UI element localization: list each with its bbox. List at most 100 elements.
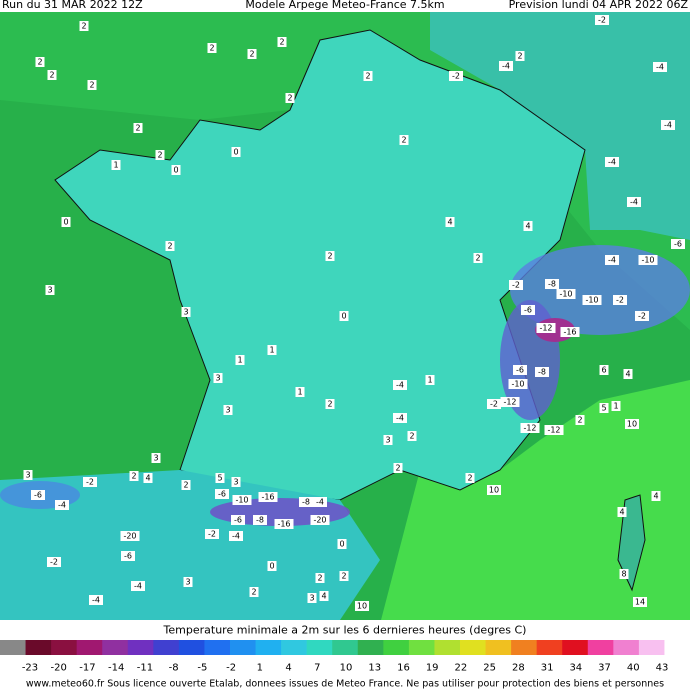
station-value: 2 xyxy=(279,38,284,47)
station-value: -4 xyxy=(664,121,672,130)
station-value: -6 xyxy=(674,240,682,249)
colorbar-label: 37 xyxy=(598,663,611,674)
colorbar-swatch xyxy=(357,640,384,655)
station-value: -2 xyxy=(616,296,624,305)
station-value: 4 xyxy=(653,492,658,501)
station-value: 2 xyxy=(157,151,162,160)
station-box xyxy=(383,435,393,445)
station-box xyxy=(625,419,639,429)
station-value: -2 xyxy=(598,16,606,25)
station-box xyxy=(617,507,627,517)
station-box xyxy=(407,431,417,441)
colorbar-swatch xyxy=(613,640,640,655)
station-box xyxy=(45,285,55,295)
station-value: 2 xyxy=(517,52,522,61)
station-value: 2 xyxy=(251,588,256,597)
station-value: 3 xyxy=(185,578,190,587)
station-value: -6 xyxy=(34,491,42,500)
station-box xyxy=(232,495,252,505)
station-value: 0 xyxy=(233,148,238,157)
station-value: -12 xyxy=(503,398,516,407)
station-box xyxy=(556,289,576,299)
station-box xyxy=(393,380,407,390)
station-value: -4 xyxy=(396,414,404,423)
station-box xyxy=(508,379,528,389)
station-value: -2 xyxy=(452,72,460,81)
station-box xyxy=(611,401,621,411)
station-value: 2 xyxy=(131,472,136,481)
station-box xyxy=(560,327,580,337)
colorbar-label: 31 xyxy=(541,663,554,674)
colorbar-swatch xyxy=(230,640,257,655)
colorbar-label: -2 xyxy=(226,663,236,674)
station-value: 2 xyxy=(467,474,472,483)
station-value: -4 xyxy=(396,381,404,390)
station-value: -10 xyxy=(511,380,524,389)
colorbar-label: 22 xyxy=(455,663,468,674)
station-box xyxy=(363,71,373,81)
station-value: -2 xyxy=(490,400,498,409)
colorbar-label: 1 xyxy=(257,663,263,674)
station-box xyxy=(307,593,317,603)
colorbar-label: 28 xyxy=(512,663,525,674)
station-value: 4 xyxy=(321,592,326,601)
station-value: -12 xyxy=(523,424,536,433)
station-box xyxy=(181,480,191,490)
station-box xyxy=(521,305,535,315)
station-value: 3 xyxy=(47,286,52,295)
station-box xyxy=(23,470,33,480)
station-box xyxy=(500,397,520,407)
station-box xyxy=(315,573,325,583)
colorbar-label: -17 xyxy=(79,663,95,674)
station-box xyxy=(582,295,602,305)
station-value: -2 xyxy=(50,558,58,567)
colorbar-label: 16 xyxy=(397,663,410,674)
colorbar-label: -23 xyxy=(22,663,38,674)
station-box xyxy=(473,253,483,263)
header-bar xyxy=(0,0,690,12)
station-value: 10 xyxy=(627,420,637,429)
station-value: 2 xyxy=(287,94,292,103)
station-box xyxy=(223,405,233,415)
station-box xyxy=(544,425,564,435)
station-box xyxy=(258,492,278,502)
station-box xyxy=(425,375,435,385)
station-value: 2 xyxy=(249,50,254,59)
station-box xyxy=(605,157,619,167)
station-value: 1 xyxy=(237,356,242,365)
station-value: -16 xyxy=(277,520,290,529)
station-box xyxy=(515,51,525,61)
colorbar-label: 34 xyxy=(569,663,582,674)
corsica xyxy=(617,494,646,592)
station-value: 3 xyxy=(183,308,188,317)
station-value: 2 xyxy=(475,254,480,263)
station-box xyxy=(131,581,145,591)
colorbar-label: 19 xyxy=(426,663,439,674)
station-value: -8 xyxy=(302,498,310,507)
station-box xyxy=(619,569,629,579)
model-text: Modele Arpege Meteo-France 7.5km xyxy=(245,0,444,11)
colorbar-swatch xyxy=(511,640,538,655)
station-box xyxy=(545,279,559,289)
station-value: -2 xyxy=(512,281,520,290)
station-value: -4 xyxy=(134,582,142,591)
station-box xyxy=(599,365,609,375)
station-box xyxy=(121,551,135,561)
station-value: 2 xyxy=(183,481,188,490)
station-value: 2 xyxy=(401,136,406,145)
colorbar-swatch xyxy=(0,640,27,655)
station-box xyxy=(623,369,633,379)
station-box xyxy=(295,387,305,397)
station-value: -4 xyxy=(608,158,616,167)
colorbar-swatch xyxy=(102,640,129,655)
station-box xyxy=(325,251,335,261)
station-box xyxy=(605,255,619,265)
station-box xyxy=(599,403,609,413)
station-box xyxy=(47,70,57,80)
station-box xyxy=(247,49,257,59)
station-value: 3 xyxy=(153,454,158,463)
station-box xyxy=(55,500,69,510)
station-value: -4 xyxy=(630,198,638,207)
station-box xyxy=(299,497,313,507)
